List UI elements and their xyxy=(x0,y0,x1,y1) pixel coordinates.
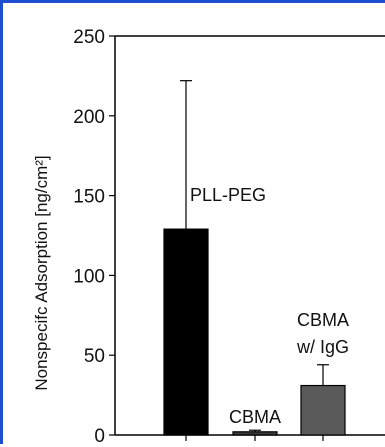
y-tick-label: 0 xyxy=(94,426,105,447)
y-tick-label: 100 xyxy=(73,266,105,287)
bar-cbma xyxy=(232,431,278,436)
bar-label: PLL-PEG xyxy=(190,185,266,205)
bar-label: w/ IgG xyxy=(296,337,349,357)
bar-labels: PLL-PEG CBMA CBMA w/ IgG xyxy=(190,185,349,427)
y-tick-label: 200 xyxy=(73,107,105,128)
bars xyxy=(163,228,346,436)
error-bars xyxy=(180,80,329,432)
y-ticks: 0 50 100 150 200 250 xyxy=(73,27,324,447)
bar-label: CBMA xyxy=(297,310,349,330)
bar-label: CBMA xyxy=(229,407,281,427)
axes xyxy=(114,35,385,436)
y-tick-label: 50 xyxy=(84,346,105,367)
y-tick-label: 150 xyxy=(73,187,105,208)
y-tick-label: 250 xyxy=(73,27,105,48)
bar-cbma-w-igg xyxy=(300,384,346,436)
y-axis-label: Nonspecifc Adsorption [ng/cm²] xyxy=(32,155,51,390)
bar-pll-peg xyxy=(163,228,209,436)
bar-chart: Nonspecifc Adsorption [ng/cm²] 0 50 100 150… xyxy=(32,27,385,447)
